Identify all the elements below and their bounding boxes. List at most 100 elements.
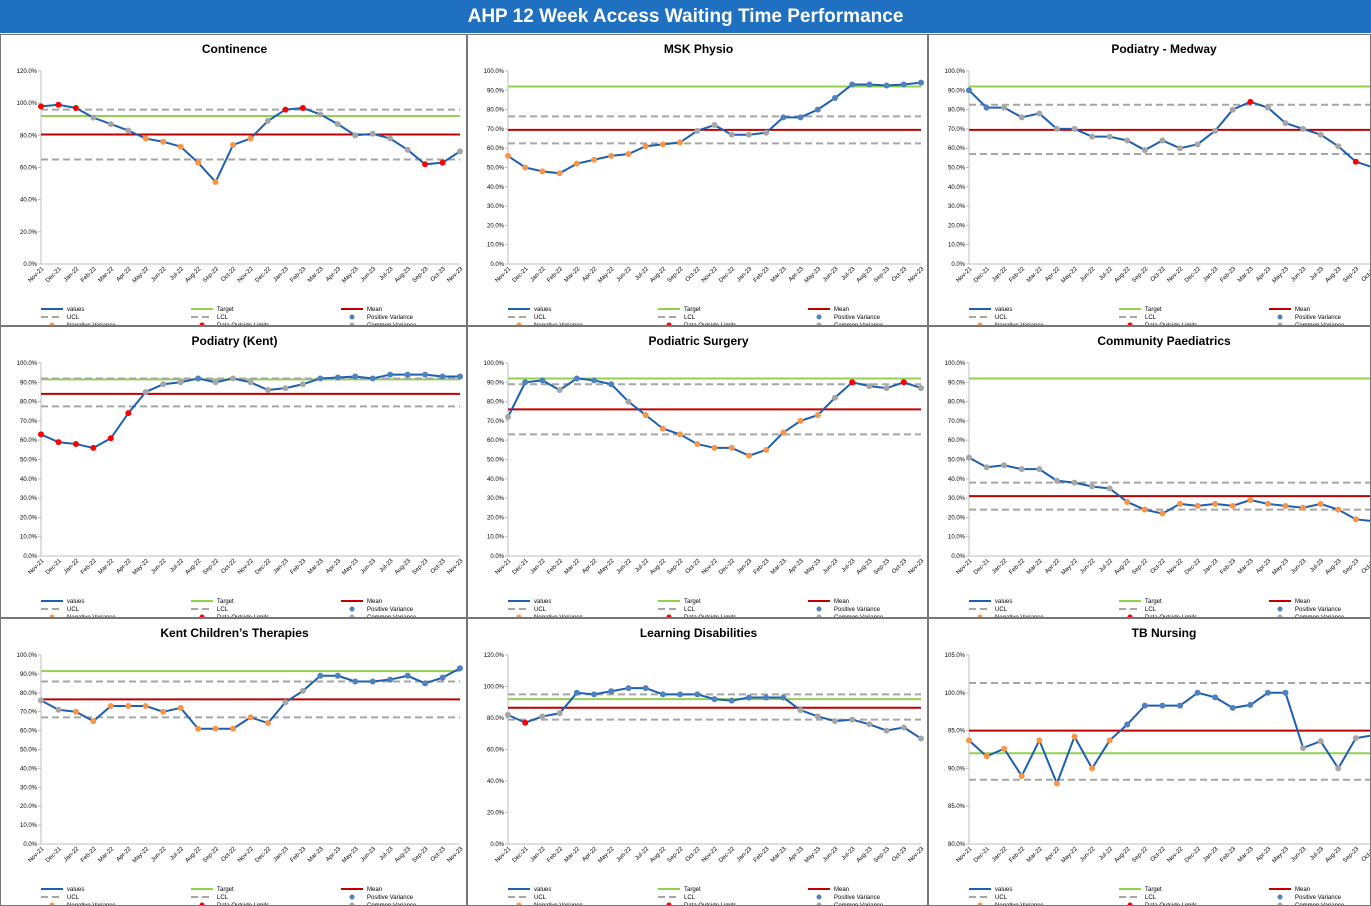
data-point: [422, 161, 429, 168]
x-tick-label: Jan-22: [63, 846, 81, 864]
x-tick-label: Mar-23: [1237, 266, 1255, 284]
y-tick-label: 40.0%: [948, 185, 966, 191]
data-point: [1194, 502, 1201, 509]
x-tick-label: Aug-22: [649, 266, 667, 284]
legend-label: Common Variance: [1295, 615, 1345, 618]
data-point: [125, 703, 132, 710]
chart-panel: Kent Children’s Therapies 0.0% 10.0% 20.0% 3…: [0, 618, 467, 906]
y-tick-label: 70.0%: [487, 419, 505, 425]
data-point: [539, 377, 546, 384]
x-tick-label: Jun-22: [616, 266, 634, 284]
data-point: [1335, 506, 1342, 513]
data-point: [780, 694, 787, 701]
data-point: [831, 95, 838, 102]
data-point: [883, 727, 890, 734]
data-point: [212, 725, 219, 732]
legend-label: Common Variance: [1295, 903, 1345, 906]
data-point: [177, 704, 184, 711]
x-tick-label: May-23: [804, 846, 823, 865]
y-tick-label: 0.0%: [951, 262, 965, 268]
x-tick-label: Feb-22: [1008, 846, 1026, 864]
y-tick-label: 10.0%: [948, 243, 966, 249]
y-tick-label: 50.0%: [487, 166, 505, 172]
x-tick-label: Sep-22: [1131, 846, 1149, 864]
x-tick-label: Aug-23: [856, 558, 874, 576]
x-tick-label: Jul-23: [1309, 846, 1325, 862]
data-point: [1264, 500, 1271, 507]
data-point: [387, 135, 394, 142]
x-tick-label: Jan-23: [736, 558, 754, 576]
data-point: [1194, 141, 1201, 148]
x-tick-label: Apr-23: [325, 266, 342, 283]
data-point: [1177, 500, 1183, 507]
y-tick-label: 20.0%: [20, 230, 38, 236]
x-tick-label: Sep-23: [1342, 846, 1360, 864]
y-tick-label: 80.0%: [20, 400, 38, 406]
y-tick-label: 10.0%: [487, 243, 505, 249]
data-point: [608, 381, 615, 388]
data-point: [247, 135, 254, 142]
legend-swatch: [1277, 322, 1283, 325]
data-point: [1053, 125, 1060, 132]
data-point: [38, 103, 44, 110]
data-point: [1106, 133, 1113, 140]
data-point: [1124, 137, 1131, 144]
x-tick-label: Nov-23: [446, 558, 464, 576]
data-point: [334, 374, 341, 381]
data-point: [439, 674, 446, 681]
x-tick-label: Nov-23: [907, 558, 925, 576]
data-point: [1229, 502, 1236, 509]
legend-label: Data Outside Limits: [217, 903, 269, 906]
chart-panel: Podiatry (Kent) 0.0% 10.0% 20.0% 30.0% 40.0% 5…: [0, 326, 467, 618]
data-point: [1071, 125, 1078, 132]
y-tick-label: 80.0%: [948, 842, 966, 848]
x-tick-label: Jul-23: [841, 266, 857, 282]
x-tick-label: Jan-22: [530, 846, 548, 864]
y-tick-label: 70.0%: [948, 419, 966, 425]
data-point: [1335, 143, 1342, 150]
x-tick-label: Dec-21: [973, 558, 991, 576]
data-point: [591, 691, 598, 698]
x-tick-label: Nov-21: [955, 558, 973, 576]
x-tick-label: Jan-23: [1202, 558, 1220, 576]
data-point: [387, 676, 394, 683]
legend-label: LCL: [217, 607, 229, 613]
data-point: [556, 710, 563, 717]
legend-label: Negative Variance: [995, 615, 1044, 618]
y-tick-label: 20.0%: [487, 223, 505, 229]
legend-swatch: [516, 322, 522, 325]
y-tick-label: 20.0%: [487, 515, 505, 521]
data-point: [1352, 158, 1359, 165]
x-tick-label: Jun-23: [822, 266, 840, 284]
x-tick-label: Mar-22: [1026, 558, 1044, 576]
legend-label: values: [67, 887, 84, 893]
legend-swatch: [49, 322, 55, 325]
x-tick-label: Apr-22: [116, 558, 133, 575]
data-point: [334, 121, 341, 128]
data-point: [1089, 133, 1096, 140]
x-tick-label: Oct-23: [891, 558, 908, 575]
y-tick-label: 20.0%: [948, 515, 966, 521]
legend-label: Mean: [834, 599, 849, 605]
x-tick-label: Sep-22: [202, 558, 220, 576]
x-tick-label: Oct-22: [685, 558, 702, 575]
x-tick-label: Nov-22: [237, 846, 255, 864]
x-tick-label: Jun-23: [1290, 558, 1308, 576]
data-point: [1036, 110, 1043, 117]
x-tick-label: Sep-23: [873, 266, 891, 284]
chart: Podiatric Surgery 0.0% 10.0% 20.0% 30.0% 40.0…: [484, 334, 926, 617]
y-tick-label: 80.0%: [487, 108, 505, 114]
x-tick-label: Feb-23: [1219, 266, 1237, 284]
legend-label: LCL: [1145, 895, 1157, 901]
data-point: [728, 697, 735, 704]
y-tick-label: 10.0%: [20, 535, 38, 541]
x-tick-label: Oct-23: [1361, 266, 1371, 283]
x-tick-label: Aug-22: [185, 558, 203, 576]
x-tick-label: Feb-22: [1008, 558, 1026, 576]
legend-swatch: [1277, 614, 1283, 617]
data-point: [1001, 104, 1008, 111]
y-tick-label: 70.0%: [948, 127, 966, 133]
data-point: [780, 429, 787, 436]
x-tick-label: Jul-22: [1098, 558, 1114, 574]
data-point: [814, 106, 821, 113]
